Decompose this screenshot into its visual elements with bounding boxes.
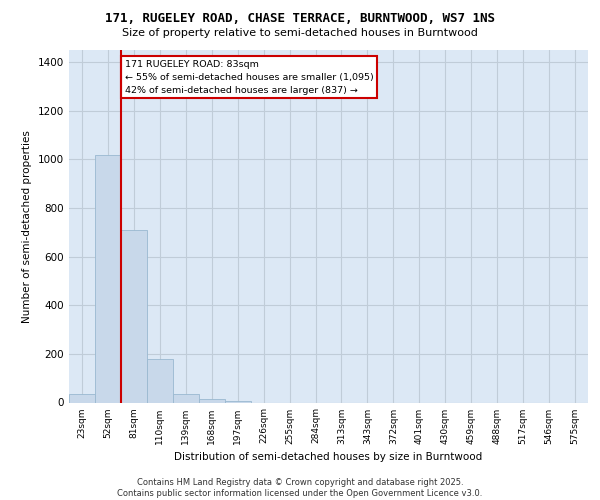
- X-axis label: Distribution of semi-detached houses by size in Burntwood: Distribution of semi-detached houses by …: [175, 452, 482, 462]
- Bar: [173, 394, 199, 402]
- Bar: [199, 399, 224, 402]
- Bar: [69, 394, 95, 402]
- Bar: [121, 230, 147, 402]
- Text: Size of property relative to semi-detached houses in Burntwood: Size of property relative to semi-detach…: [122, 28, 478, 38]
- Text: 171 RUGELEY ROAD: 83sqm
← 55% of semi-detached houses are smaller (1,095)
42% of: 171 RUGELEY ROAD: 83sqm ← 55% of semi-de…: [125, 60, 374, 95]
- Y-axis label: Number of semi-detached properties: Number of semi-detached properties: [22, 130, 32, 322]
- Bar: [147, 358, 173, 403]
- Bar: [95, 154, 121, 402]
- Text: Contains HM Land Registry data © Crown copyright and database right 2025.
Contai: Contains HM Land Registry data © Crown c…: [118, 478, 482, 498]
- Text: 171, RUGELEY ROAD, CHASE TERRACE, BURNTWOOD, WS7 1NS: 171, RUGELEY ROAD, CHASE TERRACE, BURNTW…: [105, 12, 495, 26]
